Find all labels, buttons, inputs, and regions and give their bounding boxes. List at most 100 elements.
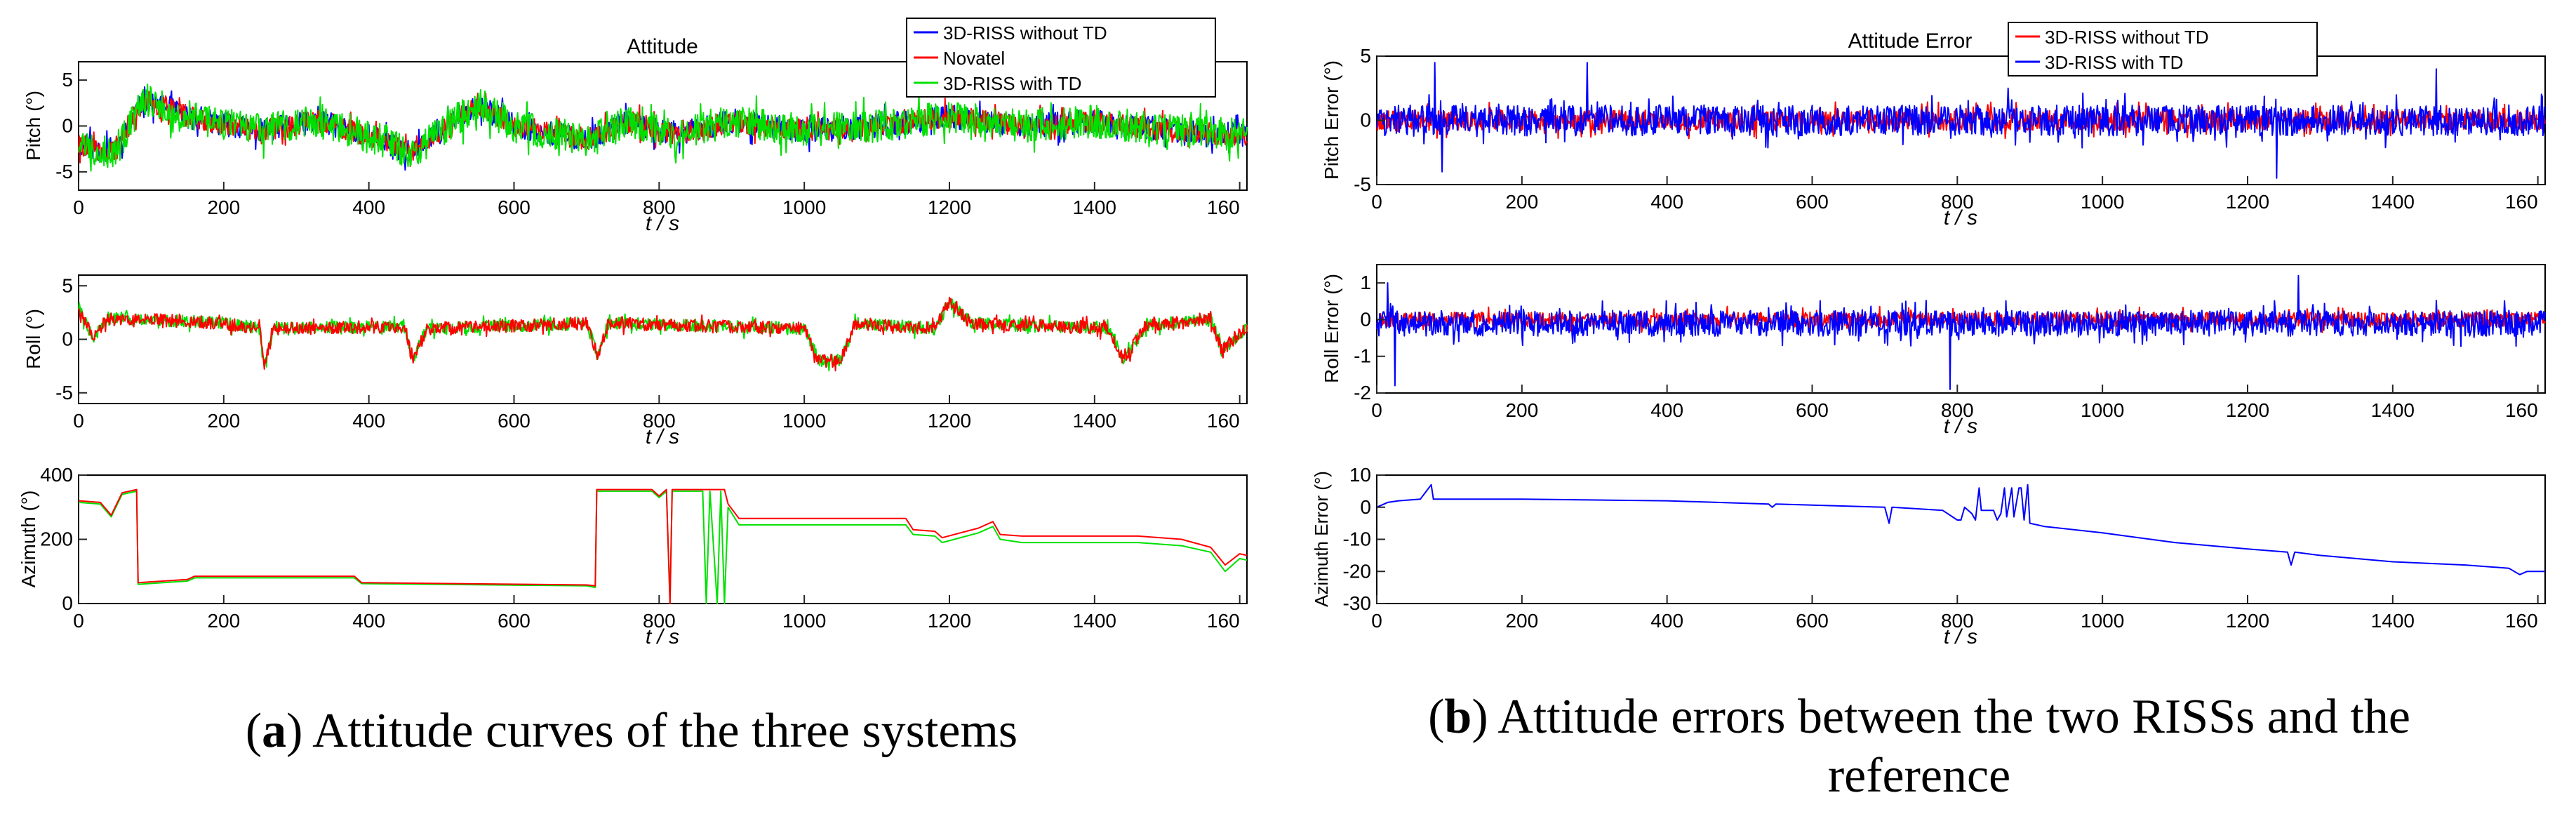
x-tick-label: 200 bbox=[1505, 191, 1538, 213]
x-tick-label: 0 bbox=[73, 410, 84, 432]
series-line-novatel bbox=[78, 296, 1248, 372]
series-layer bbox=[1376, 484, 2545, 575]
y-axis-label: Roll Error (°) bbox=[1321, 274, 1342, 383]
legend-box bbox=[906, 18, 1216, 98]
x-tick-label: 1000 bbox=[782, 410, 826, 432]
x-tick-label: 160 bbox=[2505, 191, 2538, 213]
y-axis-label: Roll (°) bbox=[22, 309, 44, 369]
x-tick-label: 400 bbox=[352, 610, 385, 632]
x-tick-label: 1200 bbox=[2226, 399, 2269, 421]
y-axis-label: Azimuth Error (°) bbox=[1311, 471, 1332, 607]
panel-pitch-error: 0 200 400 600 800 1000 1200 1400 160-505 Attitud… bbox=[1321, 22, 2546, 229]
x-tick-label: 1200 bbox=[2226, 191, 2269, 213]
y-tick-label: 0 bbox=[1360, 496, 1371, 518]
ticks-layer: 0 200 400 600 800 1000 1200 1400 160 -2 -1 0 1 bbox=[1354, 272, 2539, 421]
y-tick-label: 400 bbox=[40, 464, 73, 486]
x-tick-label: 200 bbox=[1505, 610, 1538, 632]
x-tick-label: 160 bbox=[1207, 196, 1240, 218]
x-tick-label: 1000 bbox=[2081, 610, 2124, 632]
y-tick-label: 0 bbox=[62, 328, 73, 350]
x-tick-label: 1000 bbox=[2081, 399, 2124, 421]
panel-roll-error: 0 200 400 600 800 1000 1200 1400 160 -2 -1 0 1 Roll … bbox=[1321, 264, 2546, 438]
x-tick-label: 1000 bbox=[782, 610, 826, 632]
caption-a-text: Attitude curves of the three systems bbox=[312, 704, 1018, 758]
legend-entry: 3D-RISS without TD bbox=[943, 22, 1107, 44]
x-tick-label: 800 bbox=[643, 410, 676, 432]
panel-pitch: 0 200 400 600 800 1000 1200 1400 160-505 Attitud… bbox=[22, 18, 1248, 235]
x-tick-label: 1200 bbox=[2226, 610, 2269, 632]
y-axis-label: Azimuth (°) bbox=[18, 491, 39, 588]
x-tick-label: 800 bbox=[1941, 399, 1974, 421]
x-tick-label: 800 bbox=[1941, 191, 1974, 213]
ticks-layer: 0 200 400 600 800 1000 1200 1400 160-505 bbox=[55, 274, 1241, 432]
legend-entry: 3D-RISS without TD bbox=[2045, 27, 2209, 48]
x-tick-label: 400 bbox=[1650, 399, 1683, 421]
caption-b: (b) Attitude errors between the two RISS… bbox=[1428, 690, 2410, 803]
x-tick-label: 400 bbox=[352, 196, 385, 218]
x-tick-label: 200 bbox=[207, 196, 240, 218]
x-tick-label: 160 bbox=[1207, 410, 1240, 432]
x-axis-label: t / s bbox=[1944, 415, 1977, 438]
y-tick-label: -5 bbox=[55, 382, 73, 404]
chart-title: Attitude Error bbox=[1848, 29, 1973, 53]
panel-azimuth-error: 0 200 400 600 800 1000 1200 1400 160 -30 -20 -10 0 10… bbox=[1311, 464, 2546, 648]
x-axis-label: t / s bbox=[646, 625, 679, 648]
y-tick-label: 5 bbox=[62, 274, 73, 296]
x-tick-label: 600 bbox=[498, 196, 530, 218]
legend-entry: 3D-RISS with TD bbox=[943, 73, 1081, 94]
y-tick-label: -2 bbox=[1354, 382, 1371, 404]
x-tick-label: 0 bbox=[1371, 610, 1382, 632]
plot-frame bbox=[1376, 474, 2546, 604]
y-tick-label: 5 bbox=[62, 69, 73, 91]
x-tick-label: 160 bbox=[2505, 399, 2538, 421]
x-tick-label: 600 bbox=[1796, 191, 1829, 213]
legend: 3D-RISS without TD Novatel 3D-RISS with … bbox=[906, 18, 1216, 98]
ticks-layer: 0 200 400 600 800 1000 1200 1400 160-505 bbox=[55, 69, 1241, 218]
caption-b-text-line2: reference bbox=[1827, 749, 2011, 803]
caption-a: (a) Attitude curves of the three systems bbox=[245, 704, 1018, 758]
y-tick-label: -5 bbox=[55, 161, 73, 182]
x-tick-label: 400 bbox=[1650, 191, 1683, 213]
x-tick-label: 1200 bbox=[928, 410, 971, 432]
chart-title: Attitude bbox=[627, 35, 698, 58]
x-tick-label: 160 bbox=[2505, 610, 2538, 632]
x-tick-label: 0 bbox=[1371, 399, 1382, 421]
legend-box bbox=[2008, 22, 2318, 76]
y-tick-label: -30 bbox=[1343, 592, 1371, 614]
caption-b-letter: b bbox=[1444, 690, 1472, 744]
y-tick-label: 10 bbox=[1349, 464, 1371, 486]
y-tick-label: 0 bbox=[62, 592, 73, 614]
series-layer bbox=[78, 296, 1248, 372]
x-tick-label: 0 bbox=[73, 196, 84, 218]
x-tick-label: 1200 bbox=[928, 196, 971, 218]
x-axis-label: t / s bbox=[1944, 206, 1977, 229]
y-tick-label: -10 bbox=[1343, 528, 1371, 550]
x-tick-label: 800 bbox=[643, 196, 676, 218]
caption-a-letter: a bbox=[262, 704, 287, 758]
series-line-3d-riss-with-td bbox=[78, 490, 1248, 604]
x-tick-label: 1000 bbox=[782, 196, 826, 218]
y-tick-label: 0 bbox=[62, 115, 73, 137]
x-tick-label: 1000 bbox=[2081, 191, 2124, 213]
series-line-3d-riss-with-td bbox=[1376, 484, 2545, 575]
ticks-layer: 0 200 400 600 800 1000 1200 1400 160 -30 -20 -10 0 10 bbox=[1343, 464, 2539, 632]
x-tick-label: 600 bbox=[498, 410, 530, 432]
x-tick-label: 800 bbox=[643, 610, 676, 632]
y-tick-label: 0 bbox=[1360, 308, 1371, 330]
x-tick-label: 1400 bbox=[2371, 610, 2415, 632]
x-axis-label: t / s bbox=[1944, 625, 1977, 648]
x-tick-label: 160 bbox=[1207, 610, 1240, 632]
y-tick-label: 1 bbox=[1360, 272, 1371, 293]
series-layer bbox=[1376, 62, 2546, 179]
legend: 3D-RISS without TD 3D-RISS with TD bbox=[2008, 22, 2318, 76]
x-tick-label: 800 bbox=[1941, 610, 1974, 632]
x-tick-label: 200 bbox=[207, 610, 240, 632]
y-axis-label: Pitch (°) bbox=[22, 91, 44, 161]
caption-b-text-line1: Attitude errors between the two RISSs an… bbox=[1497, 690, 2410, 744]
y-axis-label: Pitch Error (°) bbox=[1321, 60, 1342, 180]
x-tick-label: 200 bbox=[1505, 399, 1538, 421]
series-layer bbox=[78, 488, 1248, 604]
series-line-novatel bbox=[78, 488, 1248, 604]
